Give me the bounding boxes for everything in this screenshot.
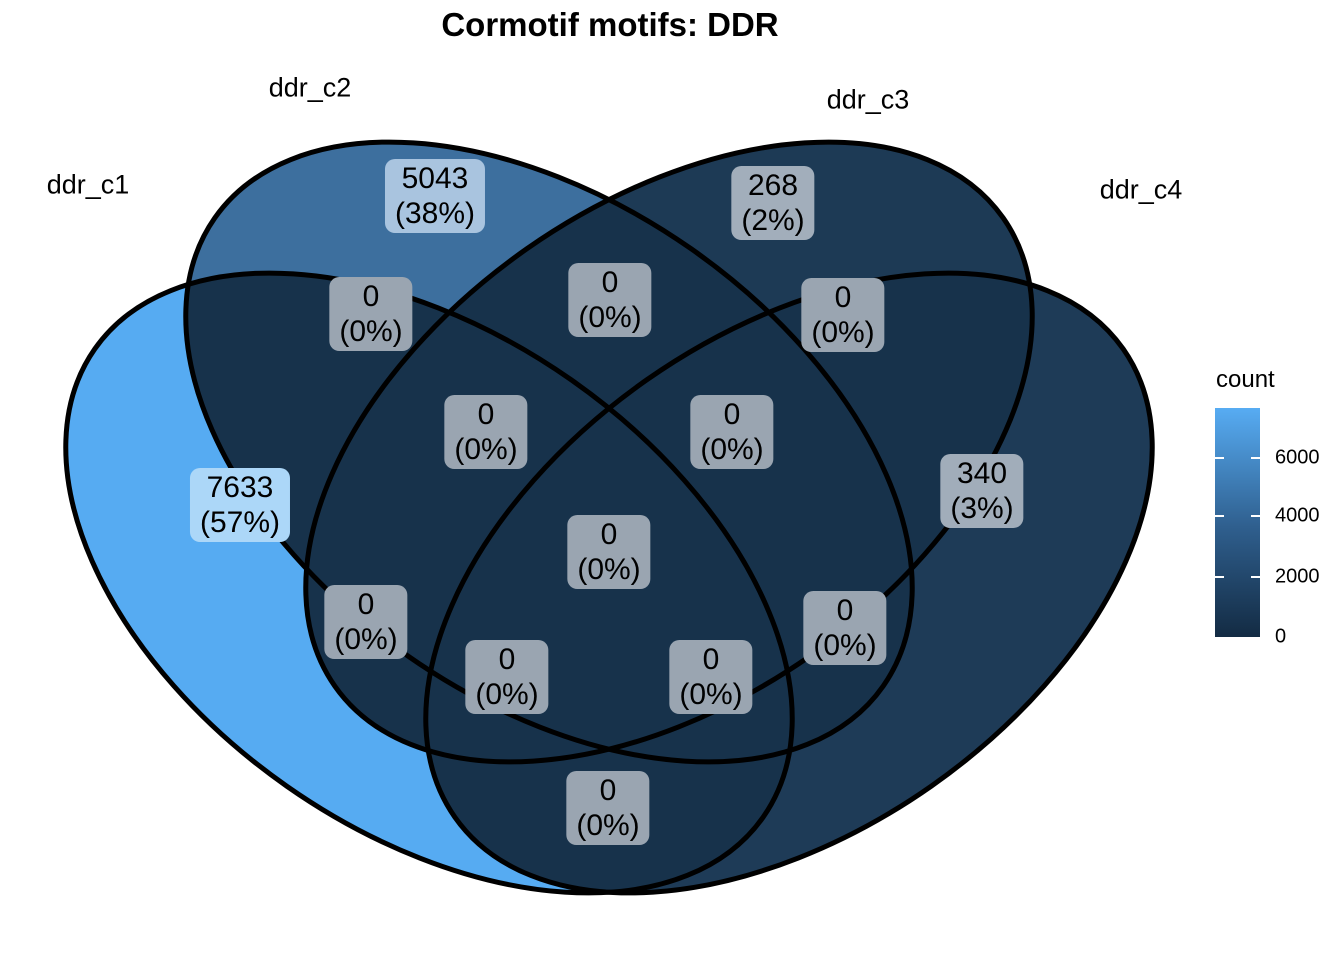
- set-label-ddr_c2: ddr_c2: [268, 72, 352, 103]
- region-percent: (0%): [576, 809, 640, 842]
- region-percent: (3%): [950, 492, 1014, 525]
- region-percent: (0%): [334, 623, 398, 656]
- region-percent: (0%): [578, 301, 642, 334]
- region-label-c1-c3: 0 (0%): [324, 585, 408, 659]
- region-label-c1-c3-c4: 0 (0%): [465, 640, 549, 714]
- region-label-c3-c4: 0 (0%): [801, 278, 885, 352]
- region-label-c1-only: 7633 (57%): [189, 468, 291, 542]
- region-count: 0: [599, 774, 617, 807]
- region-percent: (38%): [394, 197, 476, 230]
- set-label-ddr_c3: ddr_c3: [826, 84, 910, 115]
- region-label-c1-c2: 0 (0%): [329, 277, 413, 351]
- set-label-ddr_c4: ddr_c4: [1099, 174, 1183, 205]
- region-percent: (0%): [811, 316, 875, 349]
- legend-tick-label-2000: 2000: [1275, 565, 1320, 588]
- region-count: 0: [601, 266, 619, 299]
- region-label-c2-only: 5043 (38%): [384, 159, 486, 233]
- region-count: 0: [357, 588, 375, 621]
- region-count: 0: [836, 594, 854, 627]
- region-count: 5043: [401, 162, 469, 195]
- region-count: 0: [600, 518, 618, 551]
- region-label-c1-c2-c3: 0 (0%): [444, 395, 528, 469]
- region-percent: (0%): [339, 315, 403, 348]
- region-percent: (0%): [679, 678, 743, 711]
- region-percent: (2%): [741, 204, 805, 237]
- region-label-c1-c2-c4: 0 (0%): [669, 640, 753, 714]
- region-percent: (0%): [454, 433, 518, 466]
- region-label-c2-c4: 0 (0%): [803, 591, 887, 665]
- region-label-c2-c3: 0 (0%): [568, 263, 652, 337]
- region-count: 7633: [206, 471, 274, 504]
- region-count: 0: [723, 398, 741, 431]
- region-label-c1-c2-c3-c4: 0 (0%): [567, 515, 651, 589]
- legend-tick-label-0: 0: [1275, 625, 1287, 648]
- set-label-ddr_c1: ddr_c1: [46, 169, 130, 200]
- region-label-c3-only: 268 (2%): [731, 166, 815, 240]
- region-count: 0: [834, 281, 852, 314]
- region-percent: (57%): [199, 506, 281, 539]
- region-count: 0: [702, 643, 720, 676]
- legend-tick-mark: [1215, 515, 1224, 517]
- legend-tick-label-6000: 6000: [1275, 446, 1320, 469]
- region-percent: (0%): [577, 553, 641, 586]
- region-percent: (0%): [813, 629, 877, 662]
- legend-tick-mark: [1215, 457, 1224, 459]
- legend-tick-mark: [1215, 576, 1224, 578]
- region-count: 340: [956, 457, 1008, 490]
- region-percent: (0%): [475, 678, 539, 711]
- region-percent: (0%): [700, 433, 764, 466]
- legend-title: count: [1216, 366, 1275, 393]
- region-count: 268: [747, 169, 799, 202]
- legend-tick-mark: [1251, 515, 1260, 517]
- legend: count 6000 4000 2000 0: [1215, 366, 1344, 656]
- legend-colorbar: [1215, 408, 1260, 637]
- region-count: 0: [477, 398, 495, 431]
- region-count: 0: [362, 280, 380, 313]
- region-label-c1-c4: 0 (0%): [566, 771, 650, 845]
- legend-tick-mark: [1251, 576, 1260, 578]
- legend-tick-label-4000: 4000: [1275, 504, 1320, 527]
- region-label-c4-only: 340 (3%): [940, 454, 1024, 528]
- region-label-c2-c3-c4: 0 (0%): [690, 395, 774, 469]
- legend-tick-mark: [1251, 457, 1260, 459]
- region-count: 0: [498, 643, 516, 676]
